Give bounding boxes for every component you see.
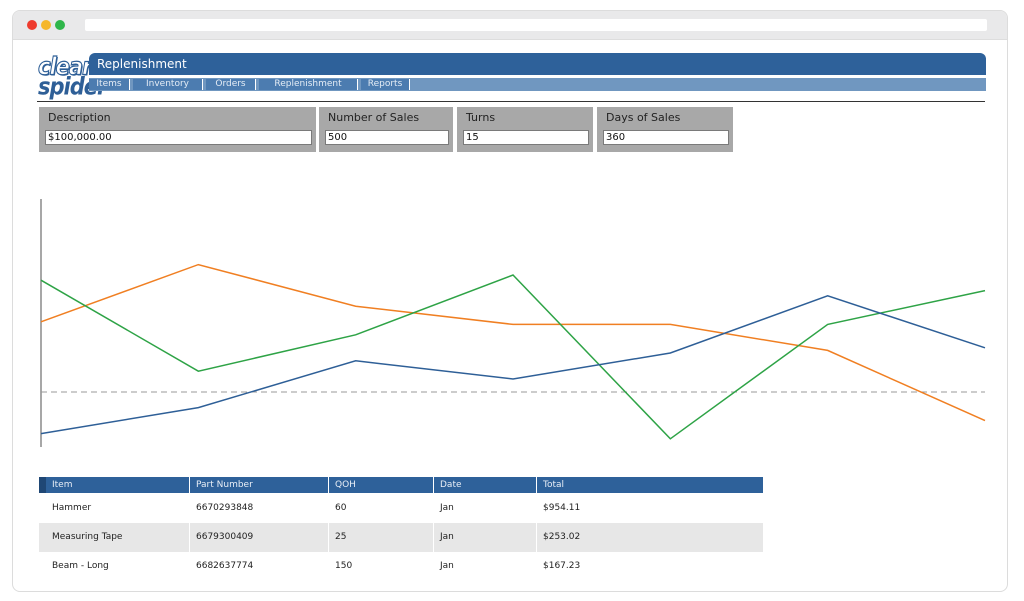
table-header-rail [39,477,46,493]
nav-tab-inventory[interactable]: Inventory [133,79,203,90]
header-divider [37,101,985,102]
cell-total: $954.11 [536,494,763,523]
filter-turns-label: Turns [466,111,496,124]
filter-description-label: Description [48,111,111,124]
filter-days-of-sales: Days of Sales 360 [597,107,733,152]
nav-tab-reports[interactable]: Reports [361,79,410,90]
description-field[interactable]: $100,000.00 [45,130,312,145]
minimize-window-button[interactable] [41,20,51,30]
filter-number-of-sales-label: Number of Sales [328,111,420,124]
table-row[interactable]: Beam - Long 6682637774 150 Jan $167.23 [39,552,763,581]
number-of-sales-field[interactable]: 500 [325,130,449,145]
close-window-button[interactable] [27,20,37,30]
clearspider-logo: clear spider [37,52,107,99]
nav-tab-items[interactable]: Items [89,79,130,90]
cell-date: Jan [433,523,536,552]
cell-date: Jan [433,494,536,523]
cell-total: $253.02 [536,523,763,552]
cell-total: $167.23 [536,552,763,581]
nav-tab-replenishment[interactable]: Replenishment [259,79,358,90]
column-header-date[interactable]: Date [433,477,536,493]
turns-field[interactable]: 15 [463,130,589,145]
column-header-qoh[interactable]: QOH [328,477,433,493]
cell-qoh: 60 [328,494,433,523]
maximize-window-button[interactable] [55,20,65,30]
filter-description: Description $100,000.00 [39,107,316,152]
filter-days-of-sales-label: Days of Sales [606,111,681,124]
table-row[interactable]: Measuring Tape 6679300409 25 Jan $253.02 [39,523,763,552]
cell-date: Jan [433,552,536,581]
cell-qoh: 25 [328,523,433,552]
browser-chrome [13,11,1007,40]
table-header: Item Part Number QOH Date Total [39,477,763,493]
cell-part-number: 6670293848 [189,494,328,523]
filter-number-of-sales: Number of Sales 500 [319,107,453,152]
nav-bar: Items Inventory Orders Replenishment Rep… [89,78,986,91]
column-header-part-number[interactable]: Part Number [189,477,328,493]
browser-window: clear spider Replenishment Items Invento… [12,10,1008,592]
column-header-total[interactable]: Total [536,477,763,493]
logo-line-1: clear [37,52,92,81]
cell-item: Beam - Long [52,561,109,571]
series-line-1 [40,263,986,422]
cell-part-number: 6682637774 [189,552,328,581]
filter-turns: Turns 15 [457,107,593,152]
line-chart [40,199,986,447]
series-line-2 [40,274,986,440]
days-of-sales-field[interactable]: 360 [603,130,729,145]
page-title: Replenishment [89,53,986,75]
cell-part-number: 6679300409 [189,523,328,552]
address-bar[interactable] [85,19,987,31]
column-header-item[interactable]: Item [52,480,73,490]
series-line-3 [40,295,986,435]
cell-item: Measuring Tape [52,532,123,542]
table-row[interactable]: Hammer 6670293848 60 Jan $954.11 [39,494,763,523]
cell-qoh: 150 [328,552,433,581]
cell-item: Hammer [52,503,92,513]
nav-tab-orders[interactable]: Orders [206,79,256,90]
